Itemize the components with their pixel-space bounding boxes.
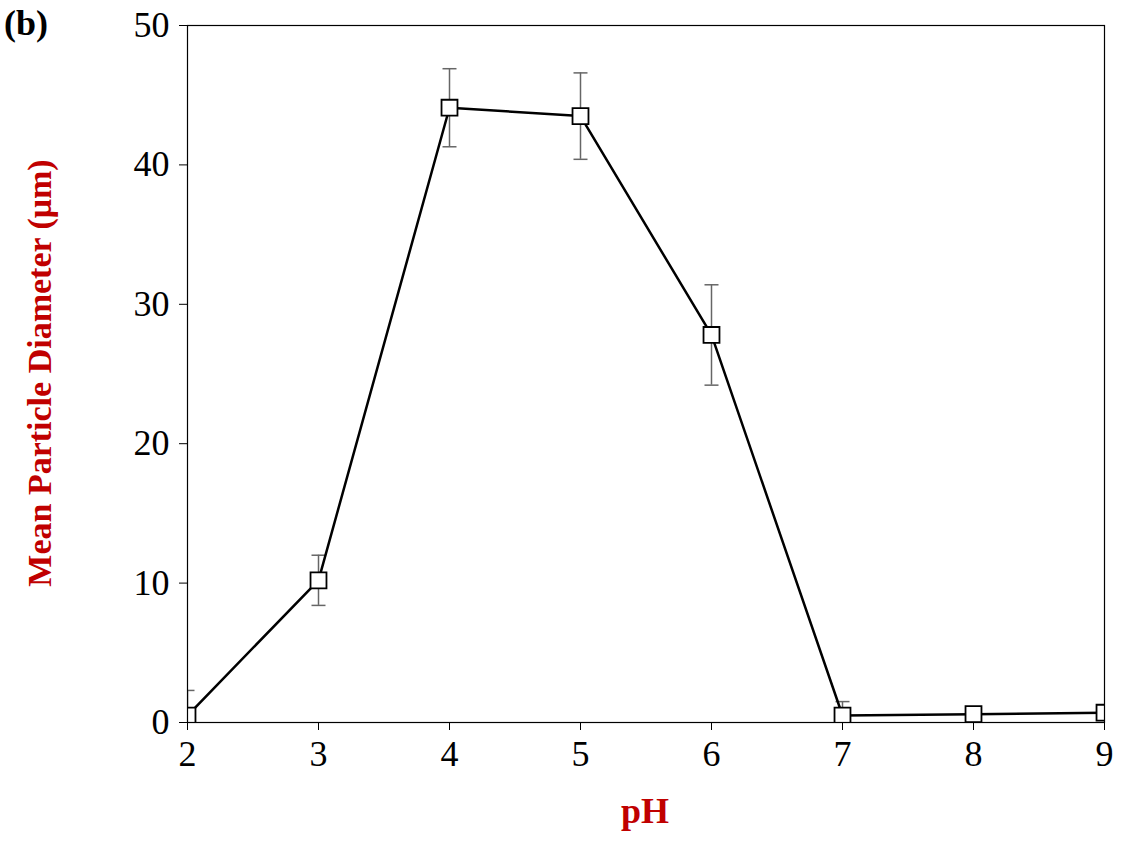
svg-text:6: 6 (703, 734, 721, 774)
svg-text:2: 2 (179, 734, 197, 774)
svg-text:0: 0 (152, 702, 170, 742)
html-text:Mean Particle Diameter (μm): Mean Particle Diameter (μm) (21, 159, 58, 587)
svg-text:50: 50 (134, 5, 170, 45)
svg-text:8: 8 (965, 734, 983, 774)
svg-text:4: 4 (441, 734, 459, 774)
svg-text:40: 40 (134, 144, 170, 184)
html-text:pH: pH (621, 791, 669, 831)
svg-text:20: 20 (134, 423, 170, 463)
svg-text:30: 30 (134, 284, 170, 324)
svg-text:5: 5 (572, 734, 590, 774)
svg-text:10: 10 (134, 563, 170, 603)
svg-text:7: 7 (834, 734, 852, 774)
svg-text:9: 9 (1096, 734, 1114, 774)
html-text:(b): (b) (4, 3, 48, 43)
svg-text:3: 3 (310, 734, 328, 774)
